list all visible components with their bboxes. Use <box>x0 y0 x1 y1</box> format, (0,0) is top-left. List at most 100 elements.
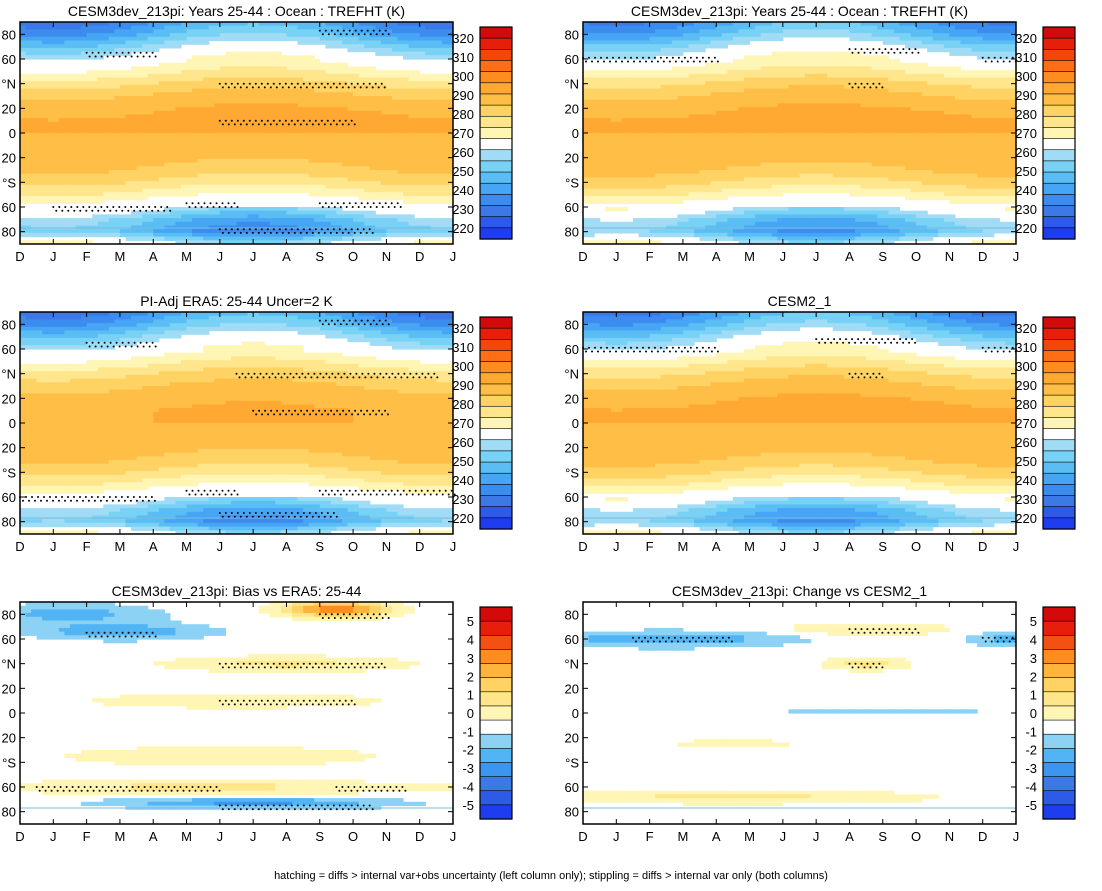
field-cell <box>308 25 315 30</box>
field-cell <box>58 96 66 101</box>
field-cell <box>353 129 360 134</box>
field-cell <box>644 47 651 53</box>
field-cell <box>286 218 293 223</box>
field-cell <box>403 96 410 101</box>
field-cell <box>42 77 49 82</box>
stipple-dot <box>357 206 360 208</box>
field-cell <box>286 129 293 134</box>
field-cell <box>605 25 612 30</box>
field-cell <box>314 81 321 86</box>
field-cell <box>760 22 767 27</box>
field-cell <box>103 195 110 201</box>
field-cell <box>253 114 260 119</box>
field-cell <box>264 125 271 130</box>
field-cell <box>436 96 443 101</box>
field-cell <box>397 88 404 93</box>
field-cell <box>131 25 138 30</box>
field-cell <box>436 22 443 27</box>
field-cell <box>75 140 82 145</box>
field-cell <box>119 29 127 34</box>
field-cell <box>425 192 432 197</box>
field-cell <box>386 44 393 49</box>
field-cell <box>175 210 182 215</box>
field-cell <box>594 22 601 27</box>
field-cell <box>153 77 160 82</box>
colorbar-label: 220 <box>452 221 474 236</box>
field-cell <box>325 33 332 38</box>
field-cell <box>236 147 243 153</box>
field-cell <box>408 92 415 97</box>
field-cell <box>336 151 343 156</box>
field-cell <box>119 107 127 112</box>
field-cell <box>943 33 950 38</box>
field-cell <box>58 136 66 141</box>
field-cell <box>358 81 365 86</box>
field-cell <box>721 33 728 38</box>
field-cell <box>164 44 171 49</box>
stipple-dot <box>329 231 332 234</box>
field-cell <box>20 107 27 112</box>
field-cell <box>927 33 934 38</box>
field-cell <box>408 177 415 182</box>
field-cell <box>297 177 304 182</box>
field-cell <box>447 29 453 34</box>
field-cell <box>660 40 667 45</box>
stipple-dot <box>85 209 88 212</box>
field-cell <box>414 29 421 34</box>
field-cell <box>391 158 399 164</box>
field-cell <box>69 221 77 227</box>
field-cell <box>649 33 656 38</box>
field-cell <box>36 110 43 116</box>
field-cell <box>319 214 326 219</box>
field-cell <box>158 232 165 238</box>
field-cell <box>264 140 271 145</box>
field-cell <box>391 73 399 79</box>
field-cell <box>297 118 304 123</box>
field-cell <box>319 99 326 104</box>
field-cell <box>125 121 132 127</box>
stipple-dot <box>368 228 371 231</box>
field-cell <box>280 36 288 42</box>
colorbar-label: 250 <box>452 164 474 179</box>
field-cell <box>230 236 238 241</box>
field-cell <box>119 114 127 119</box>
field-cell <box>397 162 404 167</box>
field-cell <box>192 181 199 186</box>
field-cell <box>31 33 38 38</box>
field-cell <box>69 44 77 49</box>
field-cell <box>86 44 93 49</box>
field-cell <box>414 51 421 56</box>
field-cell <box>403 55 410 60</box>
field-cell <box>805 25 812 30</box>
field-cell <box>253 166 260 171</box>
field-cell <box>425 144 432 149</box>
field-cell <box>832 51 839 56</box>
field-cell <box>81 177 88 182</box>
field-cell <box>364 118 371 123</box>
field-cell <box>58 173 66 178</box>
stipple-dot <box>278 82 281 85</box>
field-cell <box>280 81 288 86</box>
field-cell <box>838 33 845 38</box>
field-cell <box>169 236 177 241</box>
field-cell <box>175 192 182 197</box>
field-cell <box>97 129 104 134</box>
field-cell <box>208 62 215 67</box>
field-cell <box>31 218 38 223</box>
stipple-dot <box>341 123 344 126</box>
field-cell <box>699 22 706 27</box>
stipple-dot <box>124 206 127 208</box>
stipple-dot <box>372 29 375 32</box>
field-cell <box>219 66 226 71</box>
field-cell <box>208 181 215 186</box>
stipple-dot <box>314 119 317 122</box>
field-cell <box>169 218 177 223</box>
field-cell <box>297 155 304 160</box>
field-cell <box>92 125 99 130</box>
field-cell <box>86 232 93 238</box>
field-cell <box>425 140 432 145</box>
field-cell <box>369 121 376 127</box>
x-tick-label: M <box>115 249 126 264</box>
field-cell <box>694 33 701 38</box>
field-cell <box>114 129 121 134</box>
